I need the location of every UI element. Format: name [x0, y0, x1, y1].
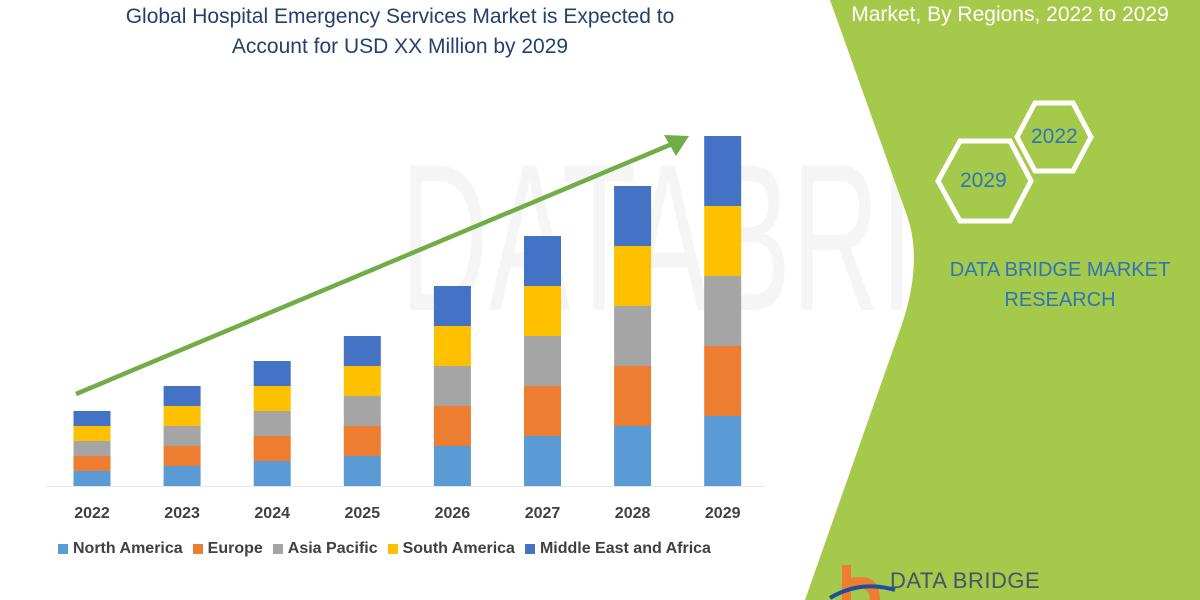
legend-swatch — [272, 544, 283, 554]
bar-segment-2022-4 — [73, 411, 111, 426]
hex-label-2022: 2022 — [1031, 125, 1078, 148]
bar-segment-2024-3 — [253, 386, 291, 411]
bar-segment-2024-2 — [253, 411, 291, 436]
bar-segment-2022-3 — [73, 426, 111, 441]
logo-text: DATA BRIDGE — [890, 568, 1041, 593]
x-tick-label: 2029 — [705, 505, 741, 522]
legend-item: Europe — [192, 540, 263, 558]
x-tick-label: 2025 — [345, 505, 381, 522]
bar-segment-2027-3 — [524, 286, 561, 336]
x-tick-label: 2027 — [525, 505, 561, 522]
brand-text: DATA BRIDGE MARKET RESEARCH — [920, 255, 1200, 315]
x-tick-label: 2023 — [164, 505, 200, 522]
x-tick-label: 2026 — [435, 505, 471, 522]
legend-item: South America — [387, 540, 515, 558]
legend-item: Asia Pacific — [272, 540, 378, 558]
bar-segment-2023-1 — [163, 446, 201, 466]
bar-segment-2028-4 — [614, 186, 652, 246]
chart-subtitle: Market, By Regions, 2022 to 2029 — [851, 3, 1169, 26]
brand-line-2: RESEARCH — [1004, 289, 1116, 311]
bar-segment-2024-0 — [253, 461, 291, 486]
bar-segment-2026-2 — [433, 366, 471, 406]
legend-label: Middle East and Africa — [539, 540, 711, 557]
hexagon-2029 — [935, 138, 1034, 224]
title-line-1: Global Hospital Emergency Services Marke… — [125, 5, 675, 28]
trend-arrow-head-icon — [664, 135, 689, 156]
x-tick-label: 2022 — [74, 505, 110, 522]
bar-segment-2029-0 — [704, 416, 742, 486]
bar-segment-2026-0 — [433, 446, 471, 486]
stacked-bar-chart: 2022 2023 2024 2025 2026 2027 2028 2029 — [45, 135, 765, 522]
green-panel — [805, 0, 1200, 600]
legend-swatch — [387, 544, 398, 554]
hexagon-2022 — [1014, 100, 1094, 174]
bar-segment-2027-4 — [524, 236, 561, 286]
bar-segment-2029-3 — [704, 206, 742, 276]
legend-label: South America — [402, 540, 515, 557]
bar-segment-2028-1 — [614, 366, 652, 426]
legend-label: Asia Pacific — [287, 540, 378, 557]
x-tick-label: 2024 — [254, 505, 290, 522]
bar-segment-2023-2 — [163, 426, 201, 446]
title-line-2: Account for USD XX Million by 2029 — [231, 35, 569, 58]
bar-segment-2029-1 — [704, 346, 742, 416]
legend-swatch — [58, 544, 68, 554]
bar-segment-2028-0 — [614, 426, 652, 486]
legend-swatch — [524, 544, 535, 554]
x-tick-label: 2028 — [615, 505, 651, 522]
bar-segment-2026-4 — [433, 286, 471, 326]
bar-segment-2027-2 — [524, 336, 561, 386]
bar-segment-2029-4 — [704, 136, 742, 206]
bar-segment-2023-3 — [163, 406, 201, 426]
bar-segment-2023-0 — [163, 466, 201, 486]
bar-segment-2029-2 — [704, 276, 742, 346]
chart-title: Global Hospital Emergency Services Marke… — [40, 2, 760, 62]
legend: North America Europe Asia Pacific South Ame… — [58, 540, 711, 558]
brand-line-1: DATA BRIDGE MARKET — [949, 259, 1171, 281]
legend-label: Europe — [207, 540, 263, 557]
bar-segment-2025-0 — [343, 456, 381, 486]
bar-segment-2025-2 — [343, 396, 381, 426]
bar-segment-2022-2 — [73, 441, 111, 456]
bar-segment-2024-1 — [253, 436, 291, 461]
bar-segment-2022-0 — [73, 471, 111, 486]
hex-label-2029: 2029 — [960, 169, 1007, 192]
bar-segment-2025-4 — [343, 336, 381, 366]
legend-swatch — [192, 544, 203, 554]
bar-segment-2026-3 — [433, 326, 471, 366]
bar-segment-2027-1 — [524, 386, 561, 436]
bar-segment-2028-2 — [614, 306, 652, 366]
bar-segment-2027-0 — [524, 436, 561, 486]
bar-segment-2025-3 — [343, 366, 381, 396]
trend-arrow-line — [75, 141, 673, 397]
legend-item: Middle East and Africa — [524, 540, 711, 558]
bar-segment-2023-4 — [163, 386, 201, 406]
bar-segment-2025-1 — [343, 426, 381, 456]
bar-segment-2022-1 — [73, 456, 111, 471]
bar-segment-2026-1 — [433, 406, 471, 446]
logo-icon — [828, 565, 896, 600]
legend-item: North America — [58, 540, 183, 558]
bar-segment-2028-3 — [614, 246, 652, 306]
bar-segment-2024-4 — [253, 361, 291, 386]
legend-label: North America — [73, 540, 183, 557]
